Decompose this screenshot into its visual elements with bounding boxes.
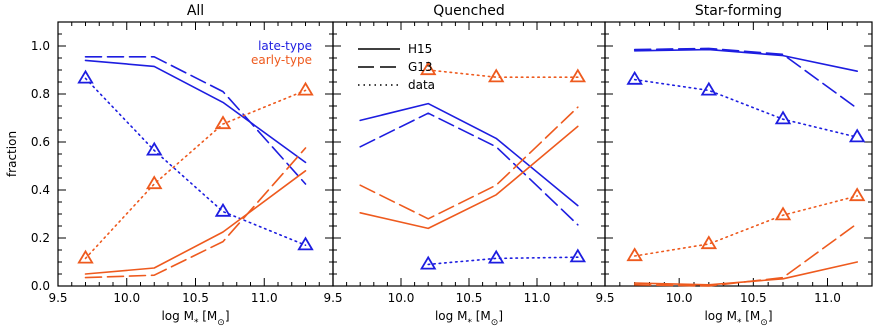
x-tick-label: 10.5 [182,291,209,305]
series-line-late-solid [84,59,307,164]
data-point-marker [419,255,437,270]
series-line-late-dotted [633,78,859,138]
series-line-early-solid [84,170,307,275]
data-point-marker [700,81,718,96]
data-point-marker [487,68,505,83]
data-point-marker [569,248,587,263]
x-tick-label: 10.5 [740,291,767,305]
data-point-marker [77,249,94,264]
panel-title: Quenched [433,3,504,19]
legend-label-solid: H15 [408,42,432,56]
x-tick-label: 9.5 [595,291,614,305]
data-point-marker [569,68,587,83]
series-line-early-solid [359,125,579,230]
data-point-marker [214,202,232,217]
x-axis-label: log M* [M⊙] [161,309,229,328]
y-tick-label: 0.8 [31,87,50,101]
panel-title: All [187,3,204,19]
x-axis-label: log M* [M⊙] [435,309,503,328]
panel-frame [604,21,873,287]
x-tick-label: 10.0 [388,291,415,305]
y-tick-label: 0.6 [31,135,50,149]
y-axis-label: fraction [5,131,19,177]
data-point-marker [214,115,232,130]
series-line-late-dotted [84,77,307,246]
series-line-early-dashed [633,222,859,287]
data-point-marker [774,110,792,125]
x-tick-label: 9.5 [48,291,67,305]
x-tick-label: 11.0 [814,291,841,305]
x-tick-label: 10.5 [456,291,483,305]
data-point-marker [297,81,314,96]
data-point-marker [146,141,163,156]
x-tick-label: 10.0 [113,291,140,305]
y-tick-label: 0.2 [31,231,50,245]
y-tick-label: 0.4 [31,183,50,197]
data-point-marker [487,249,505,264]
x-axis-label: log M* [M⊙] [704,309,772,328]
data-point-marker [419,61,437,76]
x-tick-label: 11.0 [524,291,551,305]
series-line-early-dotted [427,69,579,78]
series-line-early-dotted [84,89,307,260]
legend-label-dotted: data [408,78,435,92]
y-tick-label: 1.0 [31,39,50,53]
x-tick-label: 9.5 [323,291,342,305]
data-point-marker [626,247,643,262]
legend-label-dashed: G13 [408,60,433,74]
series-line-late-dashed [633,47,859,110]
y-tick-label: 0.0 [31,279,50,293]
panel-0: All 9.5 10.0 10.5 11.0 0.0 0.2 0.4 0.6 0.8 1.0 frac… [5,3,334,328]
data-point-marker [848,128,866,143]
series-line-early-dashed [359,106,579,220]
data-point-marker [77,69,94,84]
panel-title: Star-forming [695,3,782,19]
series-line-late-dotted [427,256,579,266]
series-line-early-dashed [84,147,307,279]
legend-label-early: early-type [251,53,312,67]
x-tick-label: 11.0 [251,291,278,305]
data-point-marker [626,70,643,85]
data-point-marker [146,175,163,190]
panel-frame [332,21,606,287]
series-line-late-solid [359,102,579,207]
data-point-marker [700,235,718,250]
series-line-late-dashed [359,112,579,226]
series-line-late-dashed [84,55,307,185]
data-point-marker [848,187,866,202]
x-tick-label: 10.0 [666,291,693,305]
panel-1: Quenched 9.5 10.0 10.5 11.0 log M* [M⊙] [323,3,606,328]
style-legend: H15 G13 data [358,42,435,92]
series-line-early-dotted [633,195,859,257]
data-point-marker [297,236,314,251]
series-line-late-solid [633,48,859,72]
legend-label-late: late-type [258,39,312,53]
panel-2: Star-forming 9.5 10.0 10.5 11.0 log M* [M⊙] [595,3,873,328]
data-point-marker [774,206,792,221]
